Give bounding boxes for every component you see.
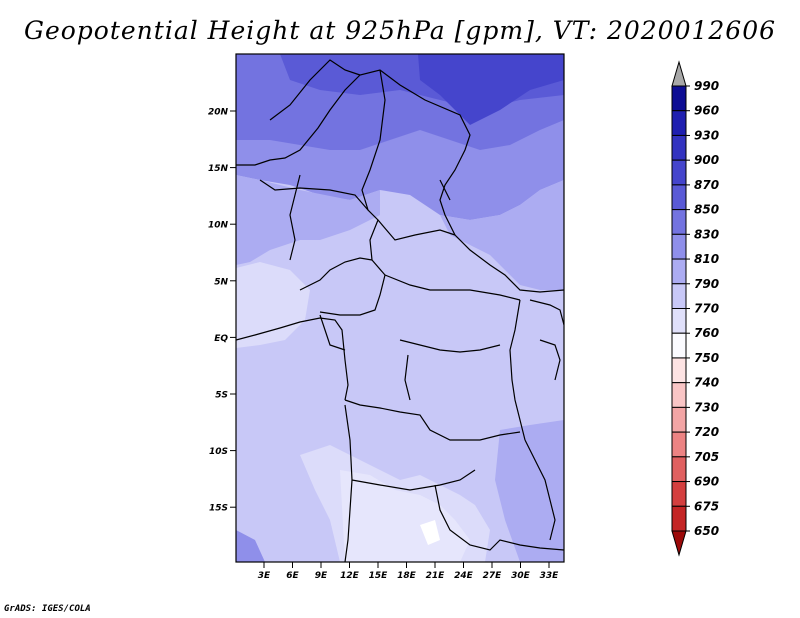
colorbar-swatch (671, 332, 687, 359)
colorbar-swatch (671, 382, 687, 408)
colorbar-label: 770 (694, 302, 719, 316)
colorbar-swatch (671, 110, 687, 136)
colorbar-swatch (671, 431, 687, 458)
lon-label: 21E (426, 571, 446, 581)
colorbar-label: 830 (694, 227, 719, 241)
longitude-axis: 3E 6E 9E 12E 15E 18E 21E 24E 27E 30E 33E (258, 562, 559, 581)
colorbar-swatch (671, 258, 687, 285)
colorbar-swatch (671, 134, 687, 161)
colorbar-label: 650 (694, 524, 719, 538)
colorbar-label: 850 (694, 203, 719, 217)
colorbar-swatch (671, 283, 687, 309)
colorbar-swatch (671, 481, 687, 507)
lon-label: 12E (340, 571, 360, 581)
lat-label: 15N (208, 164, 229, 174)
lon-label: 18E (397, 571, 417, 581)
lon-label: 6E (286, 571, 299, 581)
colorbar-label: 730 (694, 400, 719, 414)
colorbar-label: 690 (694, 475, 719, 489)
colorbar-swatch (671, 456, 687, 483)
latitude-axis: 20N 15N 10N 5N EQ 5S 10S 15S (208, 108, 236, 514)
colorbar: 990 960 930 900 870 850 830 810 790 770 760 750 740 7… (671, 60, 719, 557)
colorbar-swatch (671, 406, 687, 433)
lon-label: 33E (540, 571, 560, 581)
colorbar-label: 810 (694, 252, 719, 266)
lon-label: 30E (511, 571, 531, 581)
lon-label: 9E (315, 571, 328, 581)
lat-label: 15S (209, 504, 228, 514)
colorbar-label: 870 (694, 178, 719, 192)
colorbar-label: 760 (694, 326, 719, 340)
colorbar-top-arrow (671, 60, 687, 87)
colorbar-label: 930 (694, 128, 719, 142)
lon-label: 3E (258, 571, 271, 581)
lat-label: 20N (208, 108, 229, 118)
colorbar-swatch (671, 505, 687, 532)
colorbar-swatch (671, 184, 687, 211)
colorbar-swatch (671, 357, 687, 384)
lat-label: 5S (215, 391, 228, 401)
colorbar-swatch (671, 233, 687, 260)
grads-credit: GrADS: IGES/COLA (4, 604, 91, 614)
colorbar-swatch (671, 159, 687, 186)
colorbar-label: 675 (694, 499, 719, 513)
colorbar-label: 740 (694, 376, 719, 390)
colorbar-label: 960 (694, 104, 719, 118)
chart-title: Geopotential Height at 925hPa [gpm], VT:… (23, 16, 777, 45)
lat-label: EQ (214, 334, 228, 344)
colorbar-swatch (671, 209, 687, 235)
lat-label: 5N (214, 277, 228, 287)
colorbar-label: 750 (694, 351, 719, 365)
colorbar-bottom-arrow (671, 530, 687, 557)
colorbar-label: 720 (694, 425, 719, 439)
map-frame (235, 53, 565, 563)
lon-label: 27E (483, 571, 503, 581)
colorbar-label: 705 (694, 450, 719, 464)
lat-label: 10N (208, 221, 229, 231)
colorbar-label: 990 (694, 79, 719, 93)
colorbar-label: 790 (694, 277, 719, 291)
height-contour-fill (236, 54, 564, 562)
colorbar-swatch (671, 308, 687, 334)
colorbar-label: 900 (694, 153, 719, 167)
lon-label: 15E (369, 571, 389, 581)
lon-label: 24E (454, 571, 474, 581)
colorbar-swatch (671, 85, 687, 112)
country-borders (236, 59, 564, 562)
lat-label: 10S (209, 447, 228, 457)
